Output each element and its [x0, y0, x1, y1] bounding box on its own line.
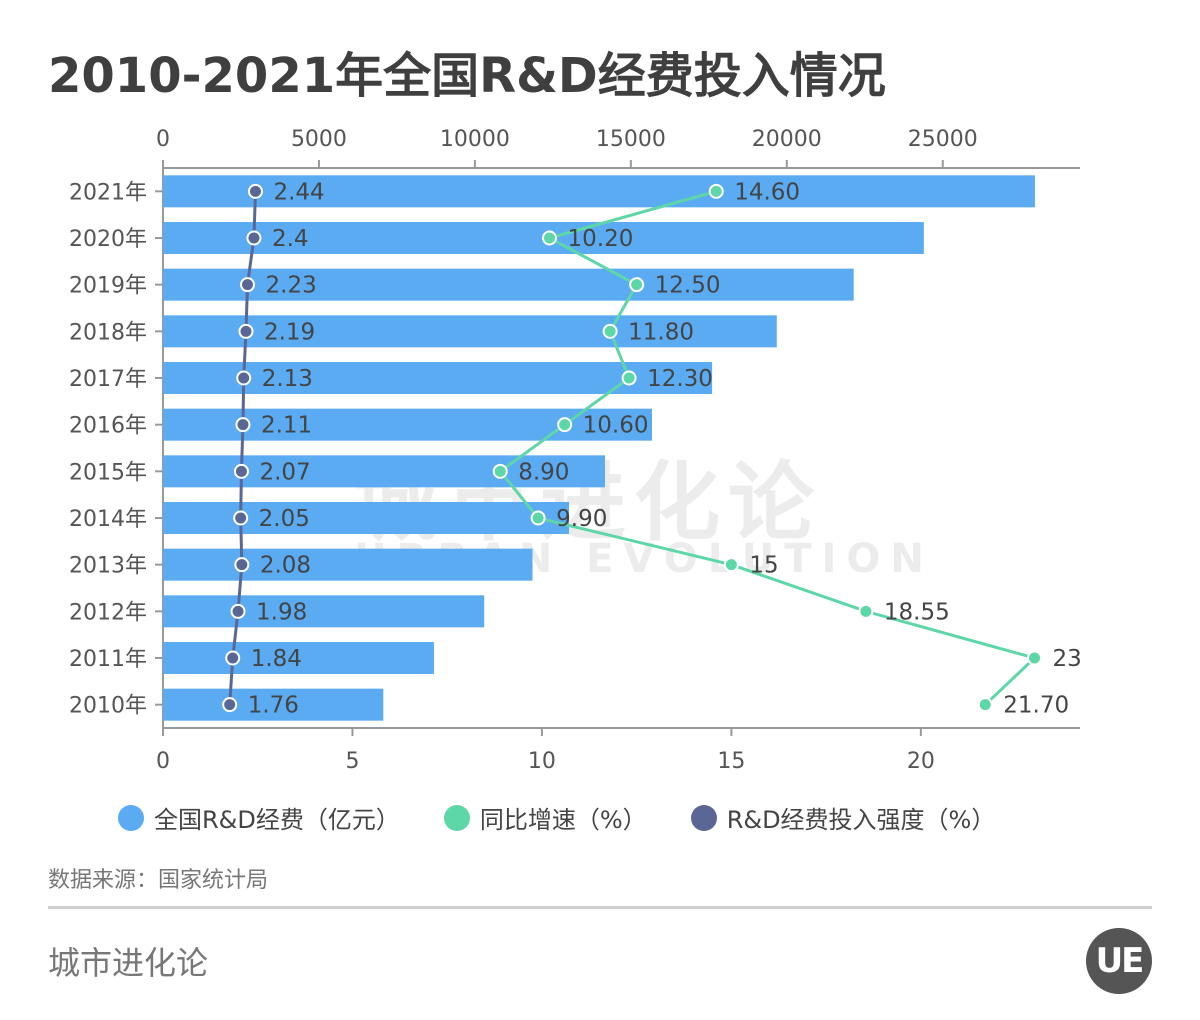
bottom-axis-tick-label: 15 [717, 749, 745, 774]
growth-rate-point [629, 277, 645, 293]
growth-rate-point [492, 463, 508, 479]
category-label: 2018年 [69, 320, 147, 345]
intensity-point [238, 323, 254, 339]
category-label: 2015年 [69, 460, 147, 485]
intensity-point [222, 697, 238, 713]
intensity-data-label: 2.23 [266, 273, 317, 299]
growth-rate-data-label: 15 [749, 553, 778, 579]
growth-rate-data-label: 11.80 [628, 319, 694, 345]
legend-label: 同比增速（%） [479, 806, 647, 834]
growth-rate-point [542, 230, 558, 246]
legend-item-rd-spending[interactable]: 全国R&D经费（亿元） [118, 800, 400, 835]
intensity-data-label: 2.05 [259, 506, 310, 532]
footer-divider [48, 906, 1152, 909]
bar-rd-spending [163, 362, 713, 394]
top-axis-tick-label: 10000 [440, 127, 510, 152]
category-label: 2019年 [69, 274, 147, 299]
category-label: 2011年 [69, 647, 147, 672]
intensity-data-label: 2.11 [261, 413, 312, 439]
intensity-data-label: 1.98 [256, 599, 307, 625]
intensity-point [233, 463, 249, 479]
growth-rate-point [708, 183, 724, 199]
intensity-data-label: 1.84 [251, 646, 302, 672]
intensity-data-label: 2.08 [260, 553, 311, 579]
intensity-line [228, 191, 257, 705]
intensity-point [230, 603, 246, 619]
legend-label: 全国R&D经费（亿元） [154, 806, 400, 834]
bar-rd-spending [163, 595, 485, 628]
category-label: 2012年 [69, 600, 147, 625]
growth-rate-point [723, 557, 739, 573]
growth-rate-data-label: 23 [1053, 646, 1082, 672]
intensity-data-label: 2.4 [272, 226, 309, 252]
category-label: 2020年 [69, 227, 147, 252]
top-axis-tick-label: 25000 [908, 127, 978, 152]
intensity-point [235, 417, 251, 433]
category-label: 2013年 [69, 554, 147, 579]
category-label: 2010年 [69, 694, 147, 719]
bar-rd-spending [163, 315, 777, 348]
legend-marker-icon [443, 804, 470, 831]
bar-rd-spending [163, 548, 533, 581]
top-axis-tick-label: 5000 [291, 127, 347, 152]
growth-rate-data-label: 10.60 [583, 413, 649, 439]
legend-marker-icon [690, 804, 717, 831]
legend-marker-icon [118, 804, 144, 831]
category-label: 2017年 [69, 367, 147, 392]
data-source: 数据来源：国家统计局 [48, 868, 269, 893]
top-axis-tick-label: 0 [156, 127, 170, 152]
category-label: 2021年 [69, 180, 147, 205]
intensity-point [225, 650, 241, 666]
growth-rate-point [977, 697, 993, 713]
combo-chart: 0 5000 10000 15000 20000 25000 0 5 10 15 20 2021年 20… [69, 127, 1082, 774]
intensity-data-label: 1.76 [248, 693, 299, 719]
top-axis-tick-label: 20000 [752, 127, 822, 152]
intensity-point [246, 230, 262, 246]
legend: 全国R&D经费（亿元） 同比增速（%） R&D经费投入强度（%） [118, 800, 995, 835]
bottom-axis-tick-label: 20 [907, 749, 935, 774]
intensity-data-label: 2.13 [262, 366, 313, 392]
growth-rate-point [602, 323, 618, 339]
legend-label: R&D经费投入强度（%） [726, 806, 996, 834]
growth-rate-data-label: 18.55 [884, 599, 950, 625]
intensity-point [234, 557, 250, 573]
growth-rate-data-label: 10.20 [568, 226, 634, 252]
bottom-axis-tick-label: 5 [345, 749, 359, 774]
intensity-data-label: 2.07 [259, 459, 310, 485]
growth-rate-point [621, 370, 637, 386]
legend-item-intensity[interactable]: R&D经费投入强度（%） [690, 800, 996, 835]
growth-rate-data-label: 14.60 [734, 179, 800, 205]
growth-rate-point [530, 510, 546, 526]
growth-rate-point [1027, 650, 1043, 666]
intensity-data-label: 2.19 [264, 319, 315, 345]
bar-rd-spending [163, 502, 569, 534]
brand-name: 城市进化论 [48, 944, 209, 982]
category-label: 2016年 [69, 414, 147, 439]
growth-rate-line [498, 189, 1038, 706]
bar-rd-spending [163, 642, 434, 674]
intensity-point [233, 510, 249, 526]
chart-title: 2010-2021年全国R&D经费投入情况 [48, 48, 886, 104]
legend-item-growth-rate[interactable]: 同比增速（%） [443, 800, 647, 835]
bar-rd-spending [163, 268, 854, 301]
bottom-axis-tick-label: 10 [528, 749, 556, 774]
growth-rate-data-label: 21.70 [1003, 693, 1069, 719]
top-axis-tick-label: 15000 [596, 127, 666, 152]
bar-rd-spending [163, 175, 1035, 208]
growth-rate-data-label: 12.30 [647, 366, 713, 392]
intensity-data-label: 2.44 [273, 179, 324, 205]
growth-rate-point [557, 417, 573, 433]
growth-rate-data-label: 12.50 [655, 273, 721, 299]
intensity-point [247, 183, 263, 199]
intensity-point [240, 277, 256, 293]
intensity-point [236, 370, 252, 386]
growth-rate-point [858, 603, 874, 619]
growth-rate-data-label: 8.90 [518, 459, 569, 485]
bottom-axis-tick-label: 0 [156, 749, 170, 774]
growth-rate-data-label: 9.90 [556, 506, 607, 532]
bar-rd-spending [163, 688, 384, 721]
category-label: 2014年 [69, 507, 147, 532]
brand-logo: UE [1086, 928, 1152, 994]
